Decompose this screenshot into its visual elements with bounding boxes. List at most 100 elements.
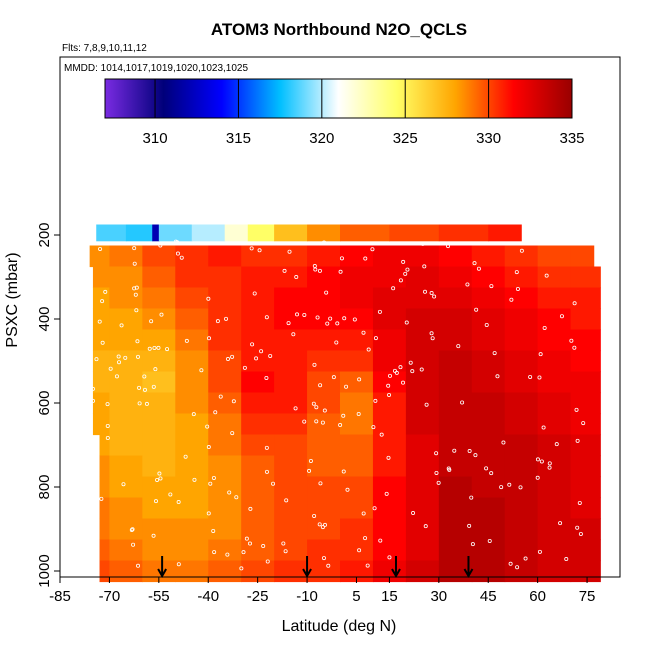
sample-point bbox=[244, 536, 249, 541]
sample-point bbox=[175, 240, 180, 245]
heatmap-cell bbox=[438, 434, 473, 457]
heatmap-cell bbox=[340, 329, 374, 352]
sample-point bbox=[318, 383, 323, 388]
sample-point bbox=[363, 536, 368, 541]
heatmap-cell bbox=[504, 350, 539, 373]
sample-point bbox=[147, 346, 152, 351]
heatmap-cell bbox=[471, 245, 506, 268]
sample-point bbox=[294, 275, 299, 280]
sample-point bbox=[391, 286, 396, 291]
heatmap-cell bbox=[340, 476, 374, 499]
sample-point bbox=[137, 385, 142, 390]
sample-point bbox=[283, 549, 288, 554]
heatmap-cell bbox=[241, 287, 275, 310]
heatmap-cell bbox=[504, 266, 539, 289]
sample-point bbox=[250, 342, 255, 347]
heatmap-cell bbox=[340, 245, 374, 268]
heatmap-cell bbox=[208, 476, 242, 499]
sample-point bbox=[281, 541, 286, 546]
heatmap-cell bbox=[340, 287, 374, 310]
stratosphere-layer bbox=[96, 224, 522, 242]
sample-point bbox=[97, 319, 102, 324]
sample-point bbox=[419, 367, 424, 372]
heatmap-cell bbox=[405, 266, 440, 289]
heatmap-cell bbox=[109, 476, 143, 499]
heatmap-cell bbox=[241, 497, 275, 520]
sample-point bbox=[191, 412, 196, 417]
sample-point bbox=[372, 506, 377, 511]
sample-point bbox=[446, 466, 451, 471]
heatmap-cell bbox=[175, 371, 209, 394]
dates-label: MMDD: 1014,1017,1019,1020,1023,1025 bbox=[64, 63, 248, 74]
sample-point bbox=[249, 246, 254, 251]
heatmap-cell bbox=[340, 497, 374, 520]
sample-point bbox=[224, 316, 229, 321]
sample-point bbox=[264, 375, 269, 380]
heatmap-cell bbox=[142, 308, 176, 331]
heatmap-cell bbox=[92, 371, 111, 394]
sample-point bbox=[135, 339, 140, 344]
heatmap-cell bbox=[274, 518, 308, 541]
heatmap-cell bbox=[99, 434, 111, 457]
heatmap-cell bbox=[570, 560, 601, 583]
heatmap-cell bbox=[372, 308, 407, 331]
sample-point bbox=[403, 271, 408, 276]
sample-point bbox=[456, 344, 461, 349]
sample-point bbox=[518, 485, 523, 490]
heatmap-cell bbox=[109, 266, 143, 289]
sample-point bbox=[208, 481, 213, 486]
sample-point bbox=[470, 542, 475, 547]
sample-point bbox=[212, 550, 217, 555]
heatmap-cell bbox=[109, 434, 143, 457]
heatmap-cell bbox=[537, 287, 572, 310]
sample-point bbox=[401, 380, 406, 385]
heatmap-cell bbox=[92, 266, 111, 289]
sample-point bbox=[547, 465, 552, 470]
sample-point bbox=[398, 278, 403, 283]
heatmap-cell bbox=[307, 476, 341, 499]
sample-point bbox=[410, 369, 415, 374]
sample-point bbox=[252, 291, 257, 296]
heatmap-cell bbox=[89, 245, 111, 268]
sample-point bbox=[322, 408, 327, 413]
sample-point bbox=[420, 241, 425, 246]
sample-point bbox=[254, 356, 259, 361]
heatmap-cell bbox=[208, 392, 242, 415]
sample-point bbox=[137, 401, 142, 406]
sample-point bbox=[446, 244, 451, 249]
heatmap-cell bbox=[405, 308, 440, 331]
sample-point bbox=[247, 541, 252, 546]
sample-point bbox=[472, 261, 477, 266]
heatmap-cell bbox=[109, 350, 143, 373]
heatmap-cell bbox=[438, 413, 473, 436]
latitude-arrow-head bbox=[157, 568, 167, 579]
heatmap-cell bbox=[142, 497, 176, 520]
heatmap-cell bbox=[241, 476, 275, 499]
heatmap-cell bbox=[109, 392, 143, 415]
heatmap-cell bbox=[92, 413, 111, 436]
heatmap-cell bbox=[307, 287, 341, 310]
sample-point bbox=[335, 321, 340, 326]
stratosphere-cell bbox=[152, 224, 160, 242]
sample-point bbox=[322, 240, 327, 245]
sample-point bbox=[312, 513, 317, 518]
heatmap-cell bbox=[570, 329, 601, 352]
heatmap-cell bbox=[142, 371, 176, 394]
sample-point bbox=[507, 482, 512, 487]
heatmap-cell bbox=[438, 329, 473, 352]
heatmap-cell bbox=[340, 518, 374, 541]
x-tick-label: -55 bbox=[148, 588, 170, 605]
sample-point bbox=[176, 562, 181, 567]
sample-point bbox=[317, 522, 322, 527]
heatmap-cell bbox=[537, 434, 572, 457]
latitude-arrows bbox=[157, 556, 474, 579]
heatmap-cell bbox=[307, 560, 341, 583]
heatmap-cell bbox=[99, 497, 111, 520]
sample-point bbox=[135, 354, 140, 359]
heatmap-cell bbox=[175, 245, 209, 268]
x-tick-label: -10 bbox=[296, 588, 318, 605]
heatmap-cell bbox=[274, 434, 308, 457]
stratosphere-cell bbox=[274, 224, 308, 242]
sample-point bbox=[575, 438, 580, 443]
